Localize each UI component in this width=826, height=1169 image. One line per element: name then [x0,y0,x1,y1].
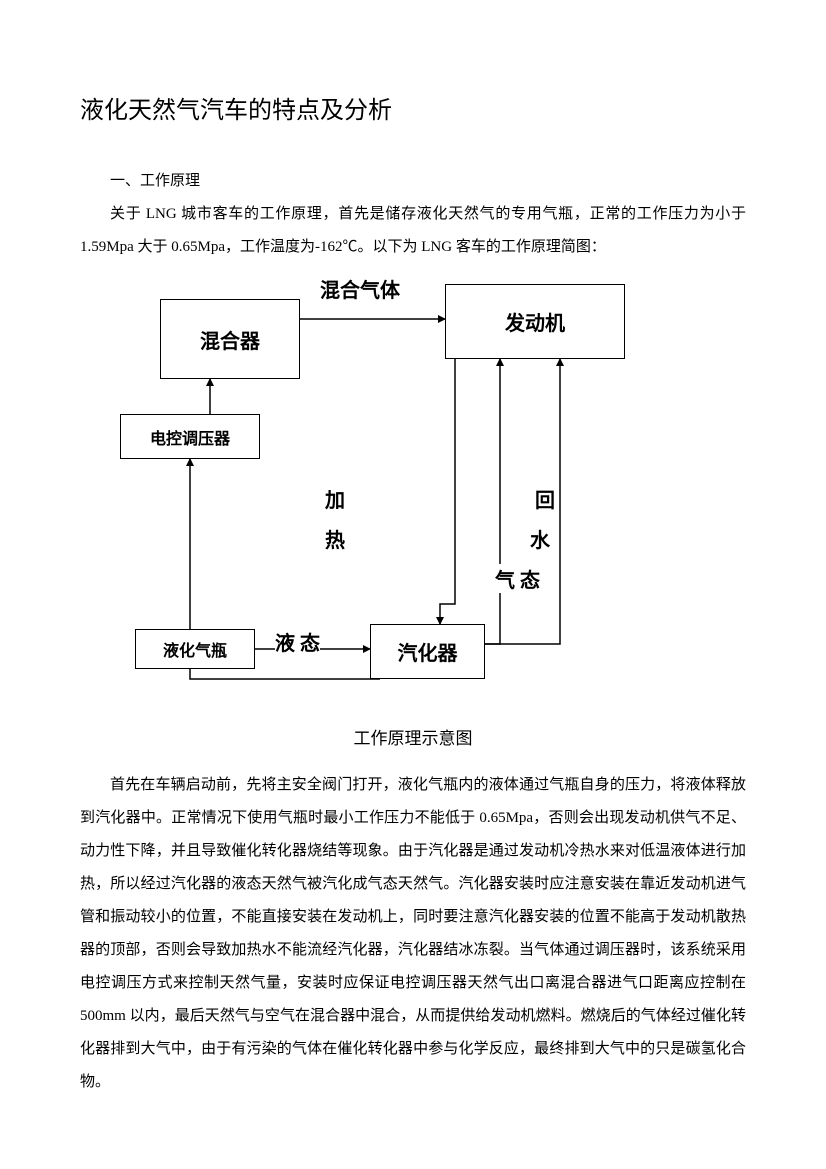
edge-label-liquid: 液 态 [275,627,320,656]
intro-paragraph: 关于 LNG 城市客车的工作原理，首先是储存液化天然气的专用气瓶，正常的工作压力… [80,198,746,264]
edge-label-return2: 水 [530,524,550,553]
edge-label-return1: 回 [535,484,555,513]
node-mixer: 混合器 [160,299,300,379]
edge-label-heat1: 加 [325,484,345,513]
diagram-caption: 工作原理示意图 [80,724,746,749]
engine-to-vaporizer [440,359,455,624]
node-regulator: 电控调压器 [120,414,260,459]
doc-title: 液化天然气汽车的特点及分析 [80,90,746,125]
body-paragraph: 首先在车辆启动前，先将主安全阀门打开，液化气瓶内的液体通过气瓶自身的压力，将液体… [80,769,746,1099]
node-engine: 发动机 [445,284,625,359]
node-vaporizer: 汽化器 [370,624,485,679]
workflow-diagram: 混合器 发动机电控调压器汽化器 液化气瓶 混合气体加热 回水气 态液 态 [100,274,660,704]
edge-label-gaseous: 气 态 [495,564,540,593]
vaporizer-to-engine-gas [485,359,500,644]
section-heading: 一、工作原理 [80,165,746,198]
page: 液化天然气汽车的特点及分析 一、工作原理 关于 LNG 城市客车的工作原理，首先… [0,0,826,1169]
node-tank: 液化气瓶 [135,629,255,669]
edge-label-mix_gas: 混合气体 [320,274,400,303]
edge-label-heat2: 热 [325,524,345,553]
